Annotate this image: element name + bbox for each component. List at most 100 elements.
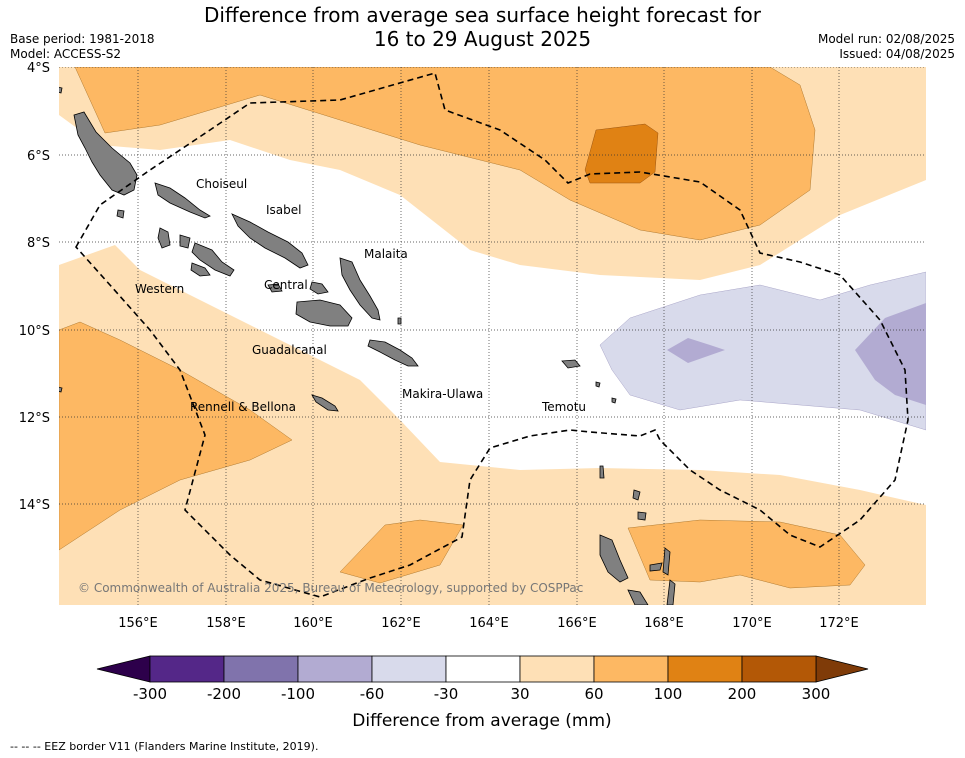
island-tiny-4 [611, 397, 617, 404]
island-malaita [339, 257, 381, 321]
colorbar-segment [593, 655, 669, 683]
eez-border [75, 72, 909, 598]
lon-label-170e: 170°E [732, 616, 772, 631]
place-labels: Choiseul Isabel Malaita Western Central … [135, 177, 586, 414]
anomaly-60-100-north [74, 67, 816, 241]
island-tiny-6 [397, 317, 402, 325]
colorbar-segment [223, 655, 299, 683]
colorbar-tick-label: -60 [360, 685, 385, 703]
island-central-small [267, 283, 283, 293]
colorbar-tick-label: 100 [654, 685, 683, 703]
island-tiny-2 [59, 386, 63, 393]
island-maewo [662, 547, 671, 576]
colorbar: -300 -200 -100 -60 -30 30 60 100 200 300 Differen… [96, 655, 869, 731]
island-rennell [311, 394, 339, 412]
label-guadalcanal: Guadalcanal [252, 343, 327, 357]
anomaly-neg60-neg100-patch-east [855, 303, 926, 405]
island-choiseul [154, 182, 211, 219]
title-line-1: Difference from average sea surface heig… [203, 3, 762, 27]
lat-label-6s: 6°S [27, 149, 50, 164]
graticule [59, 67, 926, 605]
island-espiritu-santo [599, 534, 629, 583]
label-choiseul: Choiseul [196, 177, 247, 191]
island-rendova [190, 262, 211, 277]
island-new-georgia [191, 242, 235, 277]
colorbar-tick-label: 200 [728, 685, 757, 703]
colorbar-segment [519, 655, 595, 683]
title-line-2: 16 to 29 August 2025 [373, 27, 592, 51]
colorbar-tick-label: -300 [133, 685, 167, 703]
island-florida [309, 281, 329, 295]
lon-label-158e: 158°E [206, 616, 246, 631]
colorbar-segment [445, 655, 521, 683]
lat-label-12s: 12°S [19, 411, 50, 426]
lon-label-166e: 166°E [557, 616, 597, 631]
island-pentecost [666, 579, 676, 605]
longitude-labels: 156°E 158°E 160°E 162°E 164°E 166°E 168°… [118, 616, 859, 631]
island-ambae [649, 562, 663, 572]
anomaly-60-100-south-east [627, 519, 866, 589]
lat-label-4s: 4°S [27, 61, 50, 76]
model-info: Base period: 1981-2018 Model: ACCESS-S2 [10, 32, 155, 62]
map-title: Difference from average sea surface heig… [0, 3, 965, 51]
label-western: Western [135, 282, 184, 296]
label-temotu: Temotu [541, 400, 586, 414]
lat-label-8s: 8°S [27, 236, 50, 251]
colorbar-tick-label: 60 [584, 685, 603, 703]
copyright-text: © Commonwealth of Australia 2025, Bureau… [78, 581, 583, 595]
colorbar-tick-label: 30 [510, 685, 529, 703]
colorbar-segment [667, 655, 743, 683]
label-makira-ulawa: Makira-Ulawa [402, 387, 483, 401]
lon-label-164e: 164°E [469, 616, 509, 631]
anomaly-neg60-neg100-patch-west [667, 338, 725, 363]
islands [59, 86, 676, 605]
colorbar-segment [149, 655, 225, 683]
colorbar-label: Difference from average (mm) [352, 711, 611, 731]
eez-legend-footer: -- -- -- EEZ border V11 (Flanders Marine… [10, 740, 319, 753]
lat-label-10s: 10°S [19, 324, 50, 339]
run-info: Model run: 02/08/2025 Issued: 04/08/2025 [818, 32, 955, 62]
colorbar-segment [741, 655, 817, 683]
label-isabel: Isabel [266, 203, 301, 217]
island-bougainville [73, 111, 138, 196]
island-isabel [231, 213, 309, 269]
issued-text: Issued: 04/08/2025 [839, 47, 955, 61]
lon-label-156e: 156°E [118, 616, 158, 631]
colorbar-segment [297, 655, 373, 683]
lon-label-162e: 162°E [381, 616, 421, 631]
island-torres [632, 489, 641, 501]
model-text: Model: ACCESS-S2 [10, 47, 122, 61]
anomaly-neutral-band [59, 115, 926, 505]
island-tiny-5 [599, 465, 605, 479]
anomaly-100-200-patch [584, 123, 659, 184]
colorbar-segments [149, 655, 817, 683]
label-malaita: Malaita [364, 247, 408, 261]
lon-label-160e: 160°E [293, 616, 333, 631]
colorbar-under-arrow [96, 655, 151, 683]
island-vella-lavella [157, 227, 171, 249]
island-tiny-1 [59, 86, 63, 94]
anomaly-neg30-neg60-region [599, 271, 926, 431]
label-rennell-bellona: Rennell & Bellona [190, 400, 296, 414]
island-tiny-3 [595, 381, 601, 388]
anomaly-60-100-west [59, 321, 293, 551]
colorbar-over-arrow [815, 655, 869, 683]
model-run-text: Model run: 02/08/2025 [817, 32, 955, 46]
colorbar-segment [371, 655, 447, 683]
base-period-text: Base period: 1981-2018 [10, 32, 155, 46]
island-malekula [627, 589, 649, 605]
lat-label-14s: 14°S [19, 498, 50, 513]
island-santa-cruz [561, 359, 581, 369]
colorbar-tick-label: -100 [281, 685, 315, 703]
lon-label-172e: 172°E [819, 616, 859, 631]
island-shortland [116, 209, 125, 219]
map-area: Choiseul Isabel Malaita Western Central … [59, 67, 926, 605]
island-kolombangara [179, 234, 191, 249]
colorbar-tick-labels: -300 -200 -100 -60 -30 30 60 100 200 300 [133, 685, 830, 703]
colorbar-tick-label: -200 [207, 685, 241, 703]
island-makira [367, 339, 419, 367]
island-banks [637, 511, 647, 521]
lon-label-168e: 168°E [644, 616, 684, 631]
colorbar-tick-label: -30 [434, 685, 459, 703]
